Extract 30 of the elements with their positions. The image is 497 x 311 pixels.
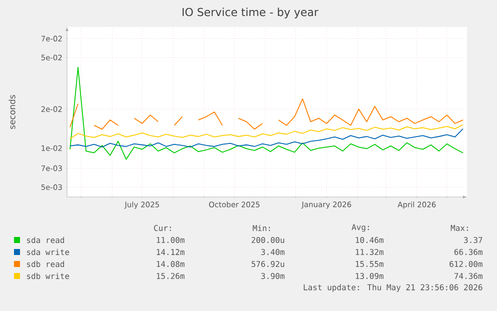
- text: 10.46m: [356, 236, 384, 244]
- legend-label: sdb write: [27, 272, 70, 280]
- line-series: [70, 66, 464, 160]
- text: 14.08m: [156, 260, 184, 268]
- text: 13.09m: [356, 272, 384, 280]
- text: 66.36m: [454, 248, 482, 256]
- y-axis-title: seconds: [8, 95, 16, 129]
- text: 612.00m: [450, 260, 482, 268]
- text: 11.00m: [156, 236, 184, 244]
- text: 14.12m: [156, 249, 184, 255]
- text: Last update: Thu May 21 23:56:06 2026: [304, 284, 482, 292]
- text: 200.00u: [252, 236, 284, 244]
- text: Min:: [252, 224, 270, 232]
- text: 3.40m: [261, 248, 284, 256]
- legend-label: sdb read: [27, 260, 64, 268]
- text: 74.36m: [454, 272, 482, 280]
- text: 15.26m: [156, 272, 184, 280]
- text: 3.90m: [261, 272, 284, 280]
- text: 15.55m: [356, 261, 384, 267]
- legend-label: sda read: [27, 236, 64, 244]
- text: Max:: [450, 225, 468, 231]
- legend-label: sda write: [27, 248, 70, 256]
- chart-title: IO Service time - by year: [182, 8, 318, 18]
- text: 11.32m: [356, 248, 384, 256]
- text: 3.37: [464, 236, 482, 244]
- line-series: [70, 124, 464, 140]
- line-series: [70, 128, 464, 148]
- text: 576.92u: [252, 260, 284, 268]
- text: Cur:: [154, 224, 171, 232]
- text: Avg:: [352, 224, 369, 232]
